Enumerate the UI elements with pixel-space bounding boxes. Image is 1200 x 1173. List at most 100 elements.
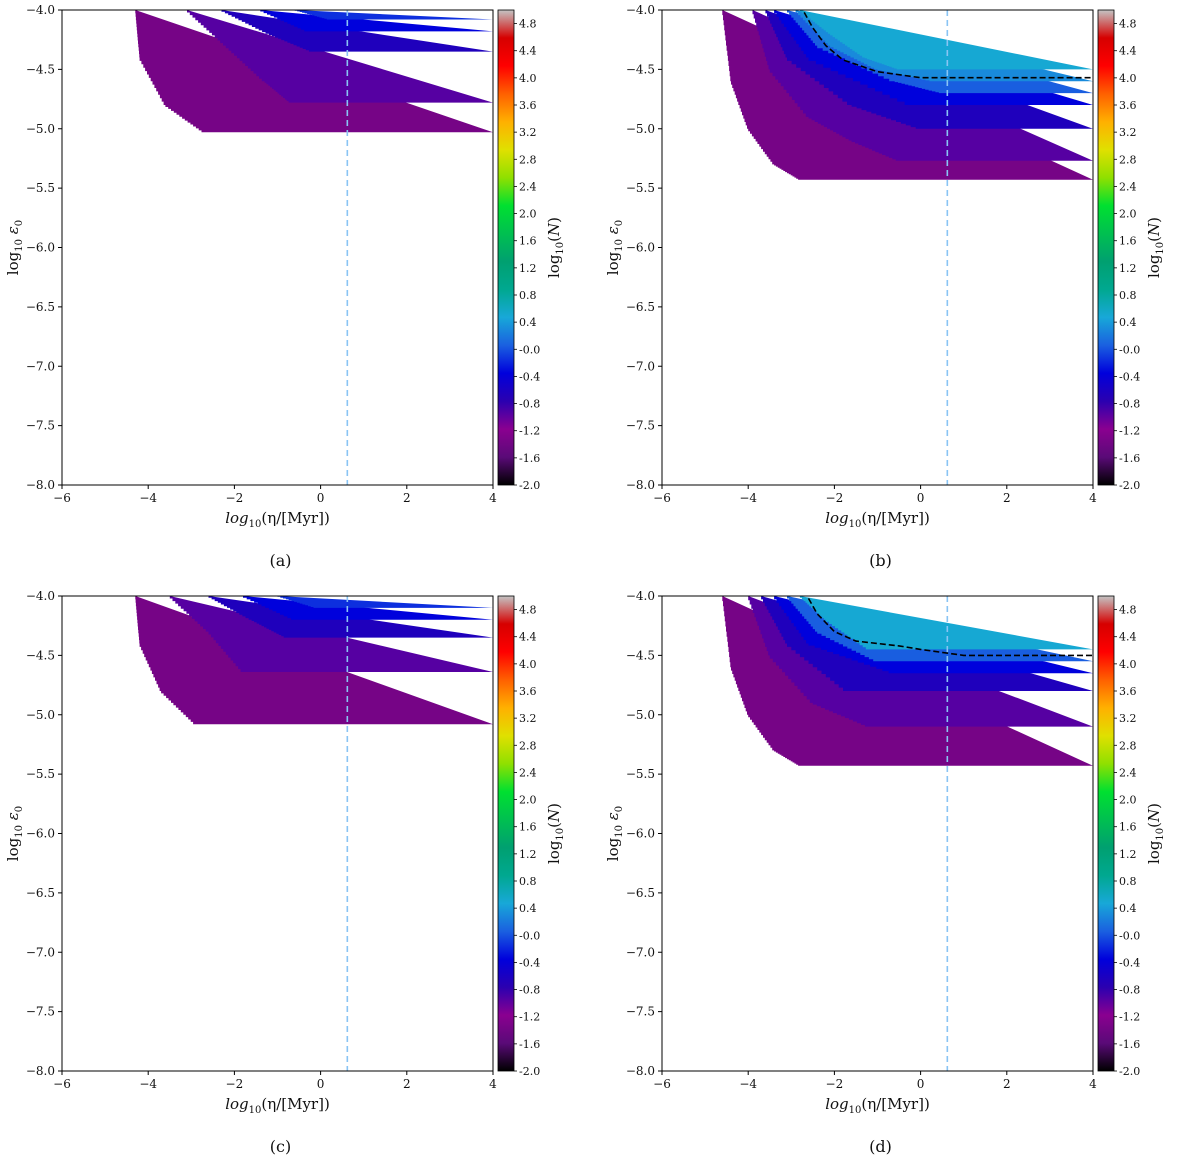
- colorbar-tick-label: 4.8: [1119, 18, 1137, 31]
- y-tick-label: −6.5: [626, 300, 655, 314]
- y-tick-label: −4.0: [626, 3, 655, 17]
- colorbar-tick-label: 4.8: [519, 604, 537, 617]
- heatmap-chart-b: −6 −4 −2 0 2 4 −8.0 −7.5 −7.0 −6.5 −6.0 −5.5 −5.0 −4.…: [604, 3, 1166, 570]
- colorbar-tick-label: 3.2: [1119, 712, 1137, 725]
- colorbar-tick-label: 2.8: [1119, 153, 1137, 166]
- colorbar-tick-label: -1.6: [1119, 1038, 1140, 1051]
- colorbar-tick-label: -1.6: [1119, 452, 1140, 465]
- colorbar-tick-label: 1.6: [1119, 821, 1137, 834]
- y-tick-label: −5.0: [626, 708, 655, 722]
- panel-label: (a): [269, 551, 291, 570]
- colorbar-tick-label: 4.0: [519, 72, 537, 85]
- colorbar-tick-label: -2.0: [519, 479, 540, 492]
- colorbar-tick-label: 2.8: [519, 153, 537, 166]
- y-axis-label: log10 ε0: [4, 806, 25, 861]
- colorbar-tick-label: 0.4: [519, 316, 537, 329]
- colorbar-tick-label: 3.2: [519, 712, 537, 725]
- colorbar-label: log10(N): [545, 803, 566, 864]
- colorbar-tick-label: 4.4: [1119, 631, 1137, 644]
- colorbar-tick-label: -1.2: [519, 425, 540, 438]
- heatmap-chart-c: −6 −4 −2 0 2 4 −8.0 −7.5 −7.0 −6.5 −6.0 −5.5 −5.0 −4.…: [4, 589, 566, 1156]
- colorbar: [497, 9, 515, 486]
- x-tick-label: 4: [489, 491, 497, 505]
- colorbar-tick-label: 2.0: [519, 208, 537, 221]
- colorbar-tick-label: -0.0: [1119, 929, 1140, 942]
- colorbar-tick-label: 3.2: [519, 126, 537, 139]
- panel-d: −6 −4 −2 0 2 4 −8.0 −7.5 −7.0 −6.5 −6.0 −5.5 −5.0 −4.…: [600, 586, 1200, 1172]
- colorbar-tick-label: 2.8: [519, 739, 537, 752]
- colorbar-tick-label: 4.0: [1119, 72, 1137, 85]
- heatmap-region-6: [799, 10, 1093, 70]
- colorbar-tick-label: 3.6: [519, 685, 537, 698]
- colorbar-tick-label: 0.4: [519, 902, 537, 915]
- panel-b: −6 −4 −2 0 2 4 −8.0 −7.5 −7.0 −6.5 −6.0 −5.5 −5.0 −4.…: [600, 0, 1200, 586]
- colorbar-tick-label: 3.6: [1119, 685, 1137, 698]
- x-tick-label: 2: [1003, 1077, 1011, 1091]
- y-tick-label: −8.0: [26, 478, 55, 492]
- colorbar-tick-label: 0.8: [1119, 875, 1137, 888]
- colorbar-tick-label: 4.4: [519, 631, 537, 644]
- heatmap-region-1: [187, 10, 493, 103]
- y-tick-label: −6.0: [626, 241, 655, 255]
- y-tick-label: −7.5: [626, 419, 655, 433]
- y-tick-label: −7.5: [26, 419, 55, 433]
- colorbar: [497, 595, 515, 1072]
- colorbar-tick-label: 3.6: [1119, 99, 1137, 112]
- heatmap-chart-d: −6 −4 −2 0 2 4 −8.0 −7.5 −7.0 −6.5 −6.0 −5.5 −5.0 −4.…: [604, 589, 1166, 1156]
- x-tick-label: −6: [653, 1077, 671, 1091]
- y-axis-label: log10 ε0: [604, 220, 625, 275]
- colorbar-tick-label: -2.0: [1119, 479, 1140, 492]
- colorbar-tick-label: 2.4: [1119, 180, 1137, 193]
- y-tick-label: −4.5: [26, 62, 55, 76]
- panel-label: (b): [869, 551, 892, 570]
- colorbar-tick-label: -1.6: [519, 1038, 540, 1051]
- colorbar-tick-label: 1.2: [1119, 848, 1137, 861]
- panel-a: −6 −4 −2 0 2 4 −8.0 −7.5 −7.0 −6.5 −6.0 −5.5 −5.0 −4.…: [0, 0, 600, 586]
- colorbar-tick-label: 0.4: [1119, 316, 1137, 329]
- colorbar-tick-label: 3.6: [519, 99, 537, 112]
- colorbar-tick-label: 2.0: [1119, 208, 1137, 221]
- colorbar-tick-label: 2.4: [519, 180, 537, 193]
- colorbar-tick-label: -0.8: [1119, 398, 1140, 411]
- x-tick-label: −6: [653, 491, 671, 505]
- colorbar-tick-label: -0.8: [519, 984, 540, 997]
- colorbar-tick-label: 4.8: [519, 18, 537, 31]
- y-tick-label: −7.0: [626, 945, 655, 959]
- colorbar-tick-label: 1.2: [1119, 262, 1137, 275]
- x-tick-label: −6: [53, 1077, 71, 1091]
- x-tick-label: 2: [403, 1077, 411, 1091]
- x-tick-label: −2: [826, 1077, 844, 1091]
- colorbar-tick-label: 1.6: [519, 235, 537, 248]
- y-axis-label: log10 ε0: [4, 220, 25, 275]
- colorbar-tick-label: 2.4: [1119, 766, 1137, 779]
- colorbar-tick-label: -1.2: [1119, 425, 1140, 438]
- x-tick-label: 2: [1003, 491, 1011, 505]
- panel-label: (c): [270, 1137, 291, 1156]
- y-tick-label: −7.5: [626, 1005, 655, 1019]
- panel-label: (d): [869, 1137, 892, 1156]
- x-tick-label: 4: [1089, 491, 1097, 505]
- y-tick-label: −5.0: [626, 122, 655, 136]
- colorbar-tick-label: 4.0: [1119, 658, 1137, 671]
- colorbar-tick-label: -1.2: [1119, 1011, 1140, 1024]
- y-tick-label: −7.0: [26, 945, 55, 959]
- x-tick-label: 0: [917, 1077, 925, 1091]
- x-tick-label: −2: [826, 491, 844, 505]
- colorbar-tick-label: 4.4: [519, 45, 537, 58]
- y-tick-label: −4.0: [626, 589, 655, 603]
- contour-line: [803, 12, 1093, 79]
- y-tick-label: −7.5: [26, 1005, 55, 1019]
- y-tick-label: −6.0: [26, 241, 55, 255]
- x-tick-label: −4: [139, 1077, 157, 1091]
- x-axis-label: log10(η/[Myr]): [225, 509, 330, 530]
- colorbar-label: log10(N): [545, 217, 566, 278]
- x-tick-label: −6: [53, 491, 71, 505]
- y-tick-label: −6.0: [626, 827, 655, 841]
- colorbar-tick-label: -0.8: [1119, 984, 1140, 997]
- y-tick-label: −5.5: [26, 767, 55, 781]
- y-tick-label: −4.5: [26, 648, 55, 662]
- y-tick-label: −5.5: [626, 181, 655, 195]
- y-tick-label: −7.0: [26, 359, 55, 373]
- x-tick-label: 4: [1089, 1077, 1097, 1091]
